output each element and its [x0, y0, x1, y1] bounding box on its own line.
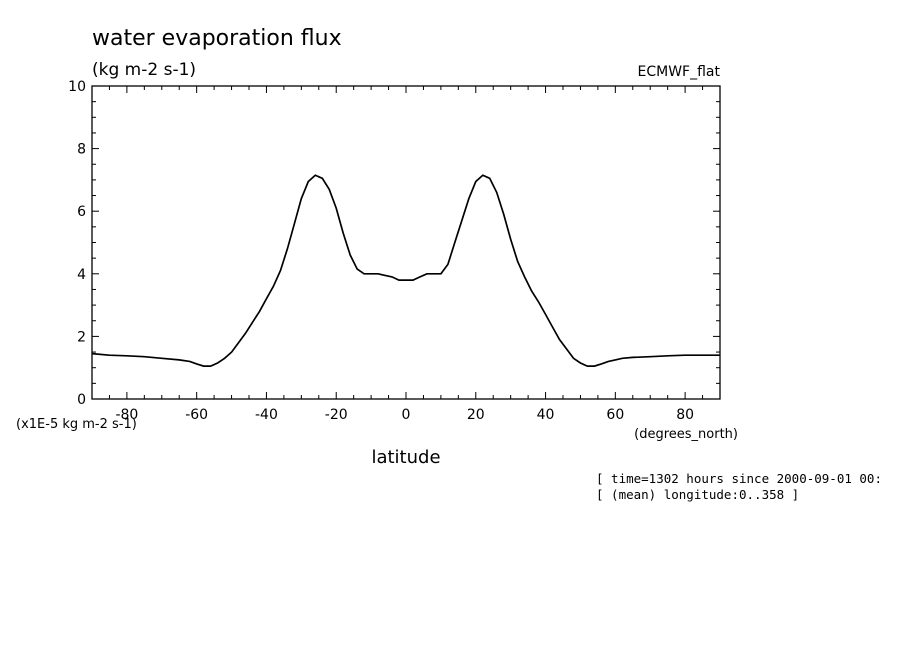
y-tick-label: 8	[77, 142, 86, 158]
x-axis-ticks: -80 -60 -40 -20 0 20 40 60 80	[91, 86, 721, 423]
x-tick-label: 60	[606, 407, 624, 423]
chart-title: water evaporation flux	[92, 26, 342, 51]
y-axis-ticks: 0 2 4 6 8 10	[68, 79, 720, 408]
y-scale-label: (x1E-5 kg m-2 s-1)	[16, 417, 137, 432]
series-line	[91, 174, 720, 367]
x-tick-label: -20	[325, 407, 348, 423]
x-tick-label: -80	[115, 407, 138, 423]
time-annotation: [ time=1302 hours since 2000-09-01 00:	[596, 471, 882, 486]
x-axis-title: latitude	[371, 447, 440, 468]
y-tick-label: 10	[68, 79, 86, 95]
y-tick-label: 4	[77, 267, 86, 283]
chart-subtitle: (kg m-2 s-1)	[92, 60, 196, 80]
x-tick-label: 80	[676, 407, 694, 423]
y-tick-label: 2	[77, 329, 86, 345]
x-tick-label: 40	[537, 407, 555, 423]
x-tick-label: -40	[255, 407, 278, 423]
longitude-annotation: [ (mean) longitude:0..358 ]	[596, 487, 799, 502]
plot-frame	[91, 85, 721, 400]
dataset-label: ECMWF_flat	[638, 64, 721, 80]
x-tick-label: -60	[185, 407, 208, 423]
x-tick-label: 0	[402, 407, 411, 423]
y-tick-label: 6	[77, 204, 86, 220]
x-unit-label: (degrees_north)	[634, 427, 738, 442]
x-tick-label: 20	[467, 407, 485, 423]
y-tick-label: 0	[77, 392, 86, 408]
